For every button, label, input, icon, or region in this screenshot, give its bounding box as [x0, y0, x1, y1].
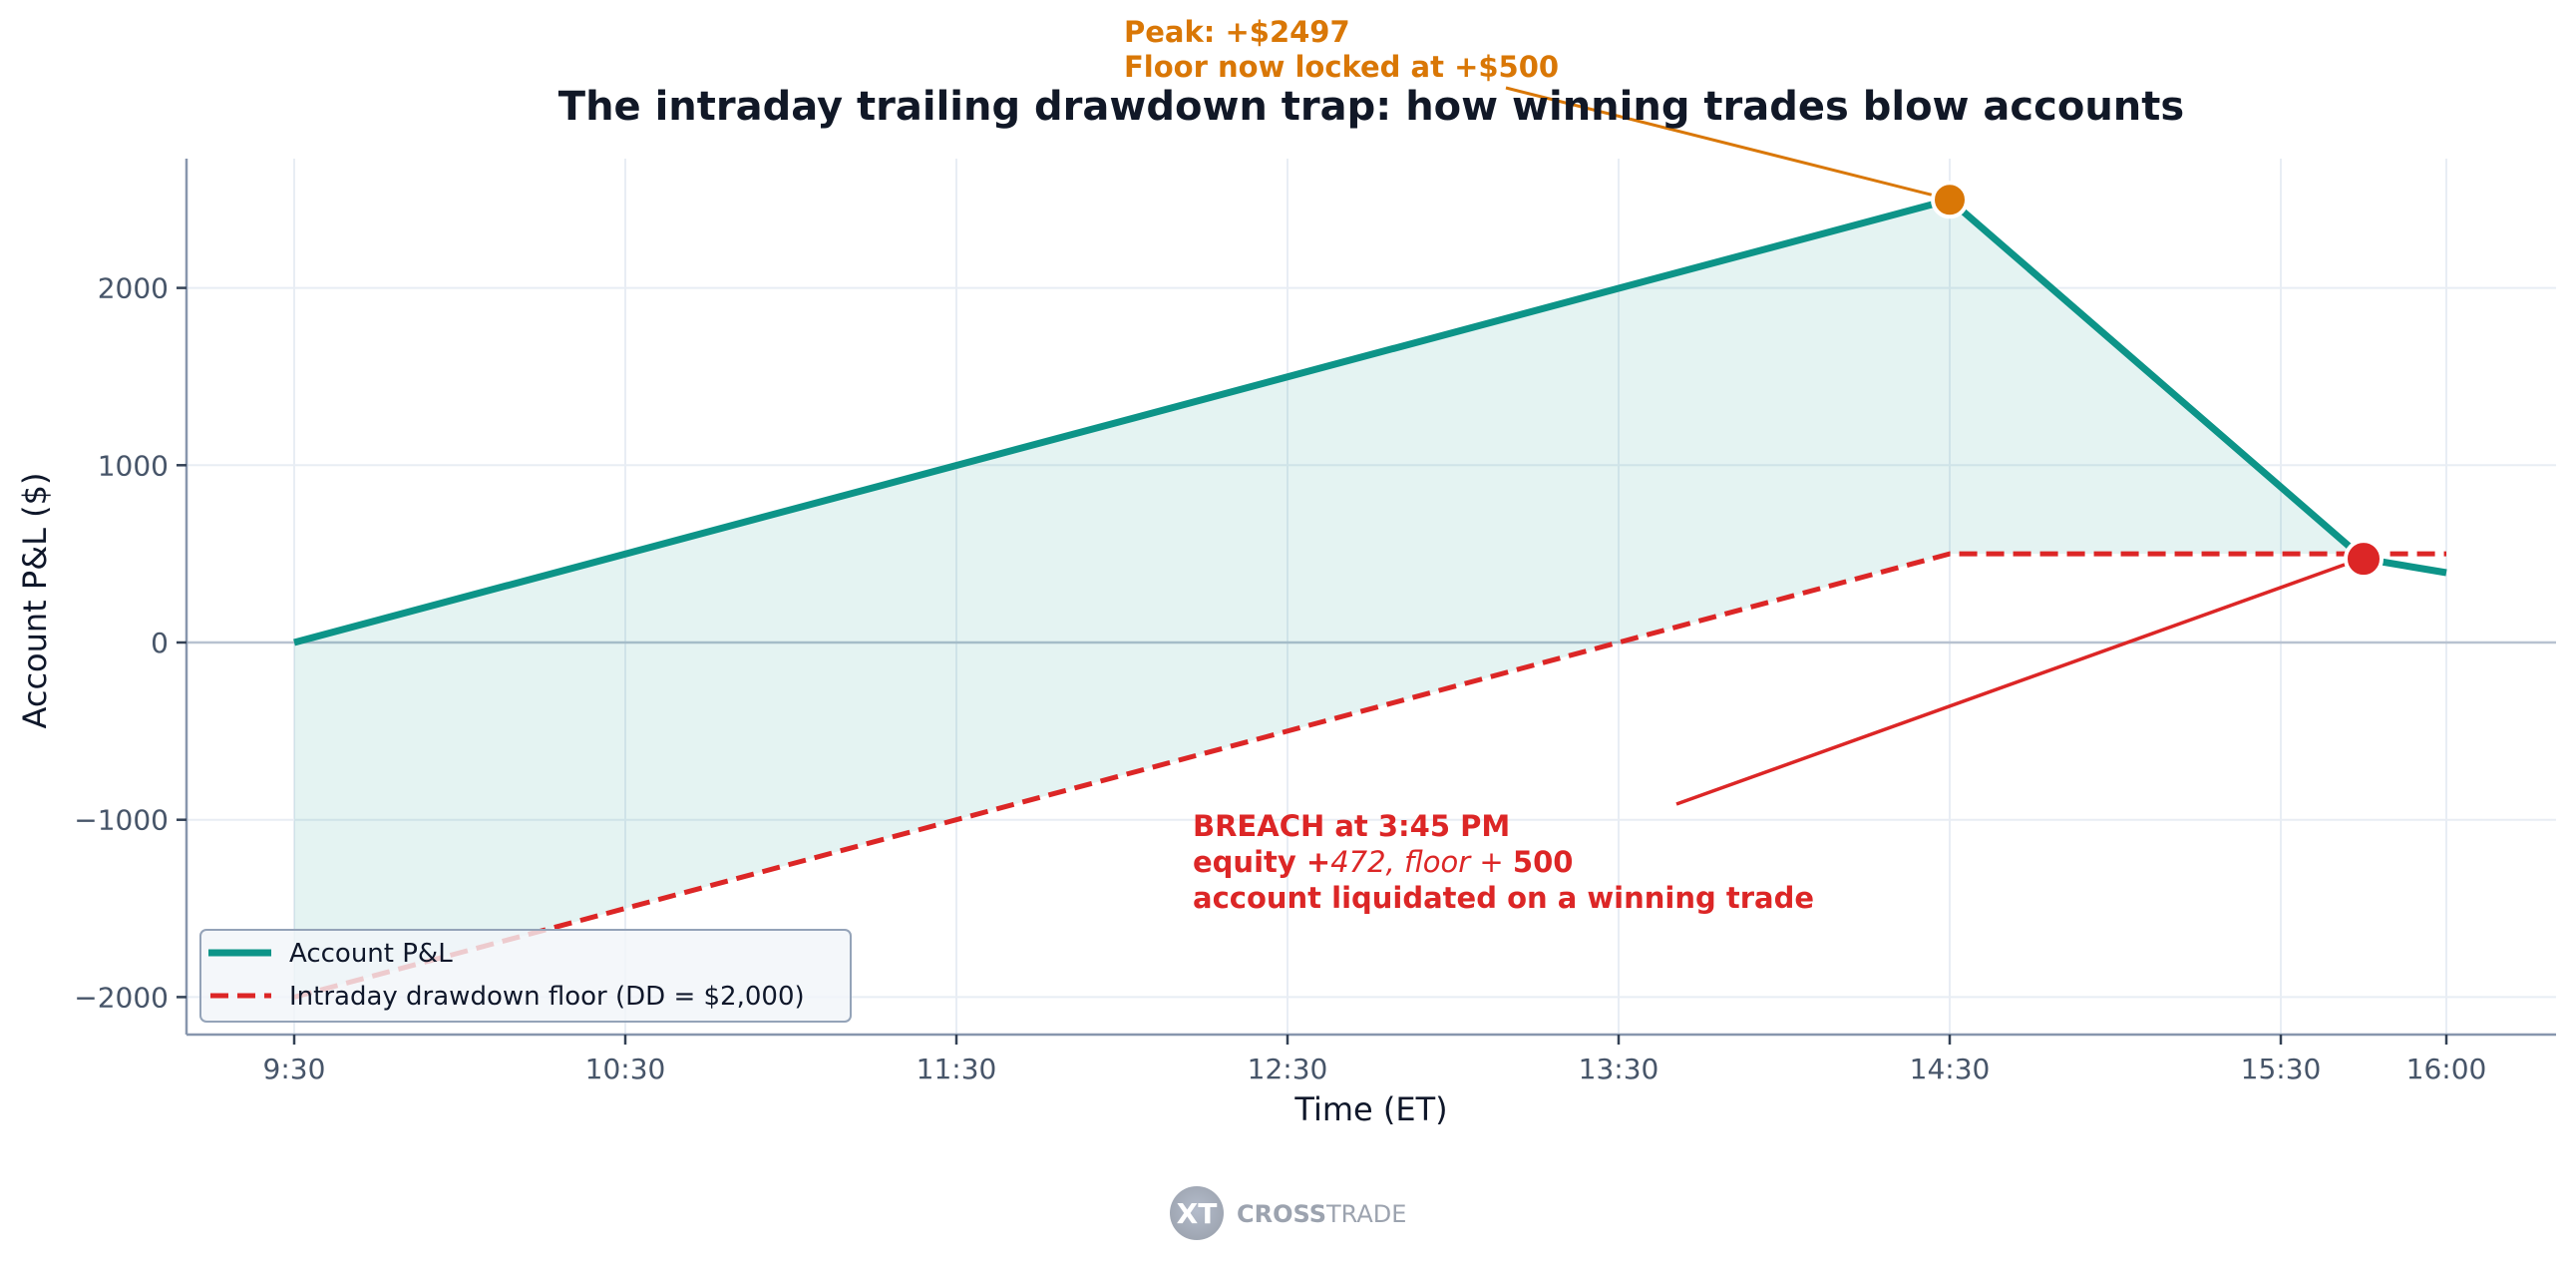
breach-annotation-line2: equity +472, floor + 500: [1193, 845, 1573, 879]
crosstrade-watermark: XT CROSSTRADE: [1170, 1186, 1406, 1240]
y-tick-label: 1000: [98, 449, 169, 482]
x-tick-label: 14:30: [1910, 1053, 1991, 1085]
y-axis-label: Account P&L ($): [16, 473, 54, 729]
brand-name-light: TRADE: [1325, 1200, 1406, 1228]
peak-marker: [1931, 181, 1969, 219]
brand-name: CROSSTRADE: [1237, 1200, 1406, 1228]
peak-annotation: Peak: +$2497 Floor now locked at +$500: [1124, 15, 1559, 84]
legend: Account P&L Intraday drawdown floor (DD …: [199, 929, 852, 1023]
breach-annotation: BREACH at 3:45 PM equity +472, floor + 5…: [1193, 809, 1814, 915]
x-tick-label: 9:30: [263, 1053, 326, 1085]
breach-annotation-line1: BREACH at 3:45 PM: [1193, 809, 1510, 843]
y-tick-label: −2000: [74, 981, 169, 1014]
breach-marker: [2344, 539, 2384, 580]
legend-label-floor: Intraday drawdown floor (DD = $2,000): [289, 982, 805, 1012]
x-tick-label: 12:30: [1248, 1053, 1328, 1085]
y-tick-label: 2000: [98, 272, 169, 305]
breach-line2-equity-value: 472,: [1330, 845, 1404, 879]
logo-mark: XT: [1177, 1197, 1218, 1230]
breach-line2-floor-word: floor: [1404, 845, 1472, 879]
breach-line2-equity: equity +: [1193, 845, 1330, 879]
legend-box: [199, 929, 852, 1023]
breach-line2-plus: +: [1470, 845, 1513, 879]
chart-title: The intraday trailing drawdown trap: how…: [558, 84, 2184, 130]
peak-annotation-line1: Peak: +$2497: [1124, 15, 1350, 49]
drawdown-floor-line: [293, 551, 2446, 1000]
y-axis-ticks: −2000 −1000 0 1000 2000: [74, 272, 186, 1014]
account-pnl-line: [293, 196, 2447, 646]
x-tick-label: 15:30: [2241, 1053, 2322, 1085]
x-tick-label: 10:30: [585, 1053, 666, 1085]
x-axis-ticks: 9:30 10:30 11:30 12:30 13:30 14:30 15:30 16:00: [263, 1035, 2487, 1085]
x-axis-label: Time (ET): [1293, 1090, 1447, 1128]
x-tick-label: 13:30: [1579, 1053, 1659, 1085]
x-tick-label: 16:00: [2406, 1053, 2487, 1085]
breach-annotation-arrow: [1675, 561, 2351, 806]
peak-annotation-line2: Floor now locked at +$500: [1124, 50, 1559, 84]
gridlines: [186, 159, 2556, 1035]
x-tick-label: 11:30: [917, 1053, 997, 1085]
brand-name-bold: CROSS: [1237, 1200, 1326, 1228]
y-tick-label: 0: [151, 627, 169, 659]
logo-icon: [1170, 1186, 1224, 1240]
peak-annotation-arrow: [1505, 86, 1937, 198]
breach-line2-floor-value: 500: [1513, 845, 1574, 879]
y-tick-label: −1000: [74, 804, 169, 837]
pnl-floor-fill: [294, 200, 2364, 998]
legend-label-pnl: Account P&L: [289, 939, 453, 969]
breach-annotation-line3: account liquidated on a winning trade: [1193, 881, 1814, 915]
